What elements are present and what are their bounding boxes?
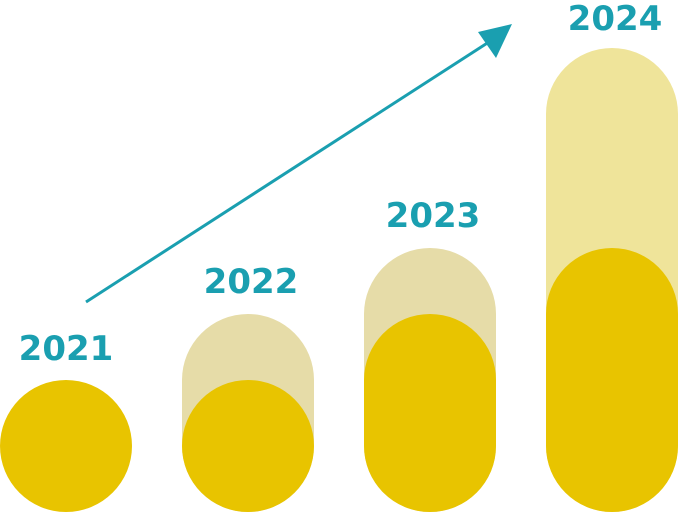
- year-label: 2023: [386, 196, 481, 236]
- pill-front: [182, 380, 314, 512]
- year-label: 2021: [19, 329, 114, 369]
- trend-arrow: [85, 38, 493, 304]
- coin: [0, 380, 132, 512]
- year-label: 2024: [568, 0, 663, 39]
- pill-front: [364, 314, 496, 512]
- year-label: 2022: [204, 262, 299, 302]
- pill-front: [546, 248, 678, 512]
- arrow-head: [478, 24, 512, 58]
